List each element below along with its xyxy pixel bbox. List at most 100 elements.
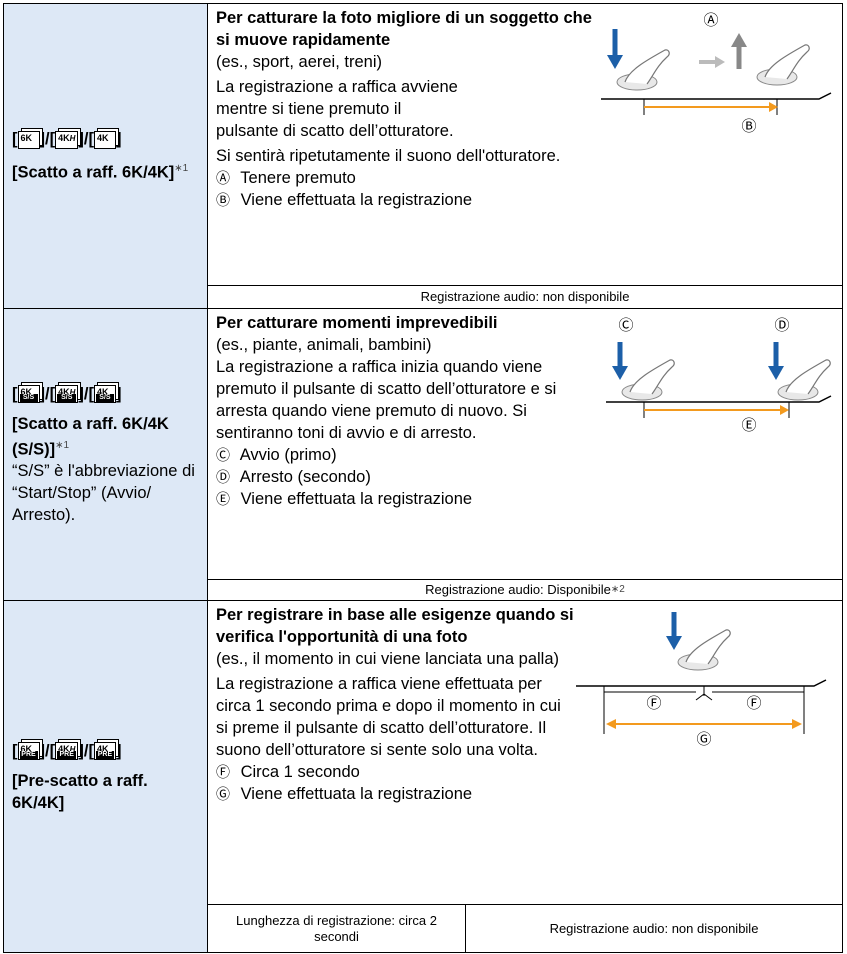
icon: 6K PRE: [17, 742, 40, 761]
legend-mark: Ⓓ: [216, 469, 230, 485]
diagram: Ⓒ Ⓓ Ⓔ: [606, 317, 832, 434]
paragraph: Si sentirà ripetutamente il suono dell'o…: [216, 147, 561, 165]
icon-label: 6K: [20, 387, 33, 398]
icon-badge: S/S: [95, 394, 114, 403]
title: [Scatto a raff. 6K/4K]: [12, 163, 175, 182]
icon: 4KH S/S: [55, 385, 79, 404]
mode-title: [Pre-scatto a raff. 6K/4K]: [12, 771, 148, 812]
diagram-label: Ⓔ: [741, 417, 756, 434]
diagram-label: Ⓑ: [741, 118, 756, 135]
icon-label: 4K: [96, 387, 109, 398]
diagram: Ⓕ Ⓕ Ⓖ: [576, 612, 827, 748]
diagram: Ⓐ Ⓑ: [601, 12, 832, 135]
mode-title: [Scatto a raff. 6K/4K (S/S)]∗1: [12, 413, 199, 461]
paragraph: La registrazione a raffica avviene mentr…: [216, 78, 458, 140]
legend-item: Ⓒ Avvio (primo): [216, 444, 834, 466]
audio: Registrazione audio: non disponibile: [549, 920, 759, 936]
legend-mark: Ⓐ: [216, 170, 230, 186]
bracket: ]/[: [78, 741, 94, 760]
legend-mark: Ⓔ: [216, 491, 230, 507]
mode-icons: [6K PRE]/[4KH PRE]/[4K PRE]: [12, 740, 199, 762]
icon: 4K PRE: [93, 742, 116, 761]
legend-mark: Ⓒ: [216, 447, 230, 463]
icon-label: 6K: [20, 744, 33, 755]
legend-item: Ⓕ Circa 1 secondo: [216, 761, 834, 783]
diagram-label: Ⓖ: [696, 731, 711, 748]
icon-label: 4K: [58, 744, 70, 755]
bracket: ]/[: [39, 130, 56, 149]
icon-mark: H: [69, 388, 76, 398]
bracket: ]/[: [78, 130, 94, 149]
footnote: ∗2: [610, 584, 625, 595]
icon-label: 4K: [58, 132, 70, 143]
diagram-label: Ⓕ: [646, 695, 661, 712]
icon-badge: S/S: [57, 394, 77, 403]
description-cell: Ⓕ Ⓕ Ⓖ Per registrare in base alle esigen…: [207, 600, 843, 905]
legend: Ⓒ Avvio (primo) Ⓓ Arresto (secondo) Ⓔ Vi…: [216, 444, 834, 510]
audio-cell: Registrazione audio: Disponibile ∗2: [207, 579, 843, 601]
title: [Scatto a raff. 6K/4K (S/S)]: [12, 414, 169, 459]
icon-label: 4K: [96, 132, 109, 143]
note: “S/S” è l'abbreviazione di “Start/Stop” …: [12, 462, 195, 525]
mode-icons: [6K]/[4KH]/[4K]: [12, 128, 199, 150]
heading: Per catturare la foto migliore di un sog…: [216, 9, 592, 49]
mode-cell: [6K S/S]/[4KH S/S]/[4K S/S] [Scatto a raff.…: [3, 308, 208, 601]
icon: 6K S/S: [17, 385, 40, 404]
legend-text: Arresto (secondo): [239, 468, 371, 486]
icon-mark: H: [69, 745, 76, 755]
legend-text: Viene effettuata la registrazione: [240, 490, 473, 508]
icon: 6K: [17, 130, 40, 149]
legend-mark: Ⓑ: [216, 192, 230, 208]
bracket: ]/[: [39, 741, 56, 760]
mode-cell: [6K PRE]/[4KH PRE]/[4K PRE] [Pre-scatto a r…: [3, 600, 208, 953]
icon: 4K: [93, 130, 116, 149]
audio: Registrazione audio: non disponibile: [420, 289, 630, 304]
icon: 4KH: [55, 130, 79, 149]
bracket: ]: [115, 384, 122, 403]
diagram-label: Ⓕ: [746, 695, 761, 712]
bracket: ]/[: [78, 384, 94, 403]
mode-cell: [6K]/[4KH]/[4K] [Scatto a raff. 6K/4K]∗1: [3, 3, 208, 309]
description-cell: Ⓐ Ⓑ Per catturare la foto migliore di un…: [207, 3, 843, 286]
legend-mark: Ⓕ: [216, 764, 230, 780]
legend-text: Avvio (primo): [239, 446, 337, 464]
mode-title: [Scatto a raff. 6K/4K]∗1: [12, 158, 199, 184]
description-cell: Ⓒ Ⓓ Ⓔ Per catturare momenti imprevedibil…: [207, 308, 843, 580]
legend: Ⓕ Circa 1 secondo Ⓖ Viene effettuata la …: [216, 761, 834, 805]
examples: (es., piante, animali, bambini): [216, 336, 432, 354]
legend: Ⓐ Tenere premuto Ⓑ Viene effettuata la r…: [216, 167, 834, 211]
paragraph: La registrazione a raffica inizia quando…: [216, 358, 557, 442]
bracket: [: [12, 384, 18, 403]
paragraph: La registrazione a raffica viene effettu…: [216, 675, 561, 759]
heading: Per registrare in base alle esigenze qua…: [216, 606, 574, 646]
legend-text: Circa 1 secondo: [240, 763, 360, 781]
examples: (es., il momento in cui viene lanciata u…: [216, 650, 560, 668]
diagram-label: Ⓐ: [703, 12, 718, 29]
audio-cell: Registrazione audio: non disponibile: [207, 285, 843, 309]
bracket: [: [12, 741, 18, 760]
icon-badge: PRE: [19, 751, 38, 760]
icon-label: 4K: [96, 744, 109, 755]
audio: Registrazione audio: Disponibile: [425, 582, 611, 597]
audio-cell: Registrazione audio: non disponibile: [465, 904, 843, 953]
mode-icons: [6K S/S]/[4KH S/S]/[4K S/S]: [12, 383, 199, 405]
footnote: ∗1: [174, 163, 189, 175]
legend-item: Ⓐ Tenere premuto: [216, 167, 834, 189]
diagram-label: Ⓓ: [774, 317, 789, 334]
legend-text: Viene effettuata la registrazione: [240, 191, 473, 209]
legend-item: Ⓖ Viene effettuata la registrazione: [216, 783, 834, 805]
legend-mark: Ⓖ: [216, 786, 230, 802]
legend-item: Ⓑ Viene effettuata la registrazione: [216, 189, 834, 211]
legend-text: Tenere premuto: [240, 169, 356, 187]
legend-item: Ⓓ Arresto (secondo): [216, 466, 834, 488]
bracket: ]: [115, 741, 122, 760]
length-cell: Lunghezza di registrazione: circa 2 seco…: [207, 904, 466, 953]
icon-mark: H: [69, 133, 76, 143]
icon-badge: S/S: [19, 394, 38, 403]
icon-badge: PRE: [57, 751, 77, 760]
bracket: [: [12, 130, 18, 149]
footnote: ∗1: [55, 439, 70, 451]
icon: 4KH PRE: [55, 742, 79, 761]
heading: Per catturare momenti imprevedibili: [216, 314, 498, 332]
